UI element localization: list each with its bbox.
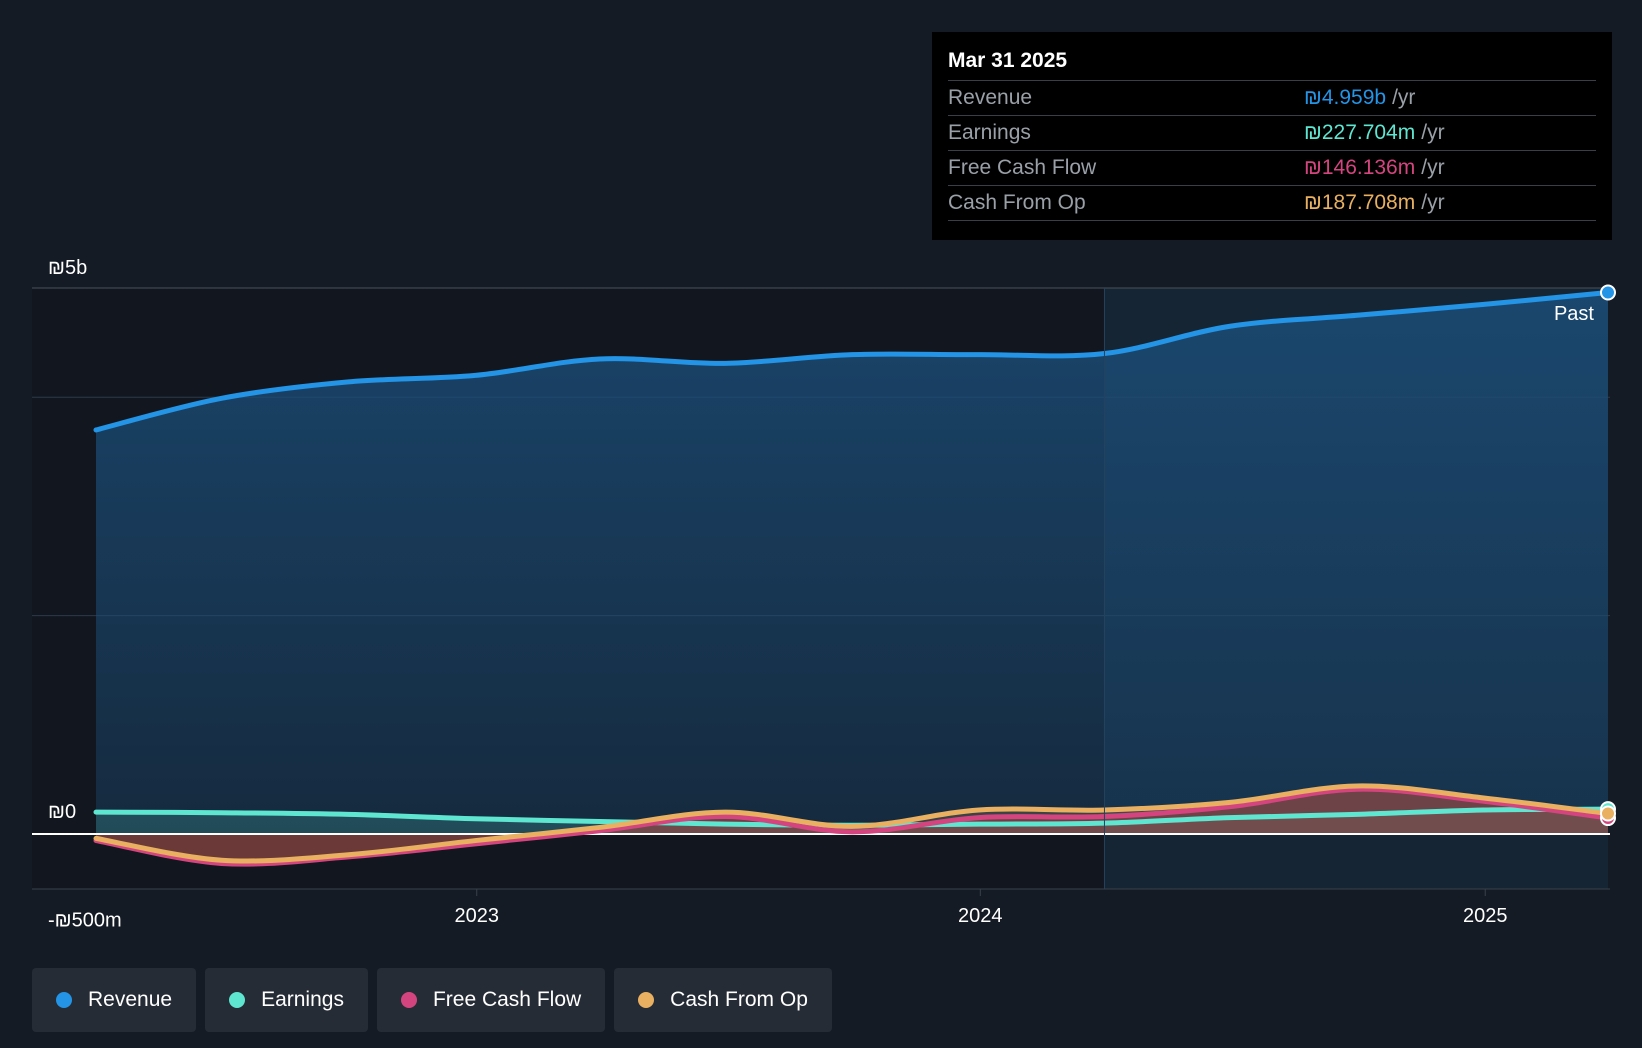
series-end-markers xyxy=(1600,284,1616,827)
tooltip-unit: /yr xyxy=(1421,121,1445,144)
legend-item-cash-from-op[interactable]: Cash From Op xyxy=(614,968,832,1032)
x-axis-labels: 2023 2024 2025 xyxy=(455,889,1508,927)
legend-label: Cash From Op xyxy=(670,988,808,1011)
tooltip-value-cash-from-op: ₪187.708m xyxy=(1304,191,1416,214)
y-tick-label: -₪500m xyxy=(48,910,122,932)
x-tick-label: 2023 xyxy=(455,905,500,927)
tooltip-unit: /yr xyxy=(1421,156,1445,179)
y-tick-label: ₪0 xyxy=(48,801,76,823)
past-label: Past xyxy=(1554,303,1594,325)
tooltip-row-free-cash-flow: Free Cash Flow ₪146.136m /yr xyxy=(948,151,1596,186)
tooltip-row-revenue: Revenue ₪4.959b /yr xyxy=(948,81,1596,116)
earnings-dot-icon xyxy=(229,992,246,1008)
tooltip-label: Free Cash Flow xyxy=(948,156,1097,179)
cash-from-op-end-marker xyxy=(1600,805,1616,822)
tooltip-unit: /yr xyxy=(1421,191,1445,214)
cash-from-op-dot-icon xyxy=(638,992,655,1008)
revenue-end-marker xyxy=(1600,284,1616,301)
tooltip-unit: /yr xyxy=(1392,86,1416,109)
y-axis-labels: ₪5b ₪0 -₪500m xyxy=(48,257,122,932)
legend-label: Earnings xyxy=(261,988,344,1011)
legend: Revenue Earnings Free Cash Flow Cash Fro… xyxy=(32,968,832,1032)
legend-item-earnings[interactable]: Earnings xyxy=(205,968,368,1032)
tooltip-label: Cash From Op xyxy=(948,191,1086,214)
cash-from-op-line xyxy=(93,783,1611,864)
revenue-area xyxy=(96,292,1608,835)
legend-label: Revenue xyxy=(88,988,173,1011)
legend-item-free-cash-flow[interactable]: Free Cash Flow xyxy=(376,968,606,1032)
revenue-line xyxy=(93,289,1611,433)
tooltip-label: Earnings xyxy=(948,121,1031,144)
tooltip-value-free-cash-flow: ₪146.136m xyxy=(1304,156,1416,179)
tooltip-value-earnings: ₪227.704m xyxy=(1304,121,1416,144)
tooltip-date: Mar 31 2025 xyxy=(948,46,1596,81)
x-tick-label: 2024 xyxy=(958,905,1003,927)
tooltip-row-cash-from-op: Cash From Op ₪187.708m /yr xyxy=(948,186,1596,221)
legend-label: Free Cash Flow xyxy=(432,988,582,1011)
legend-item-revenue[interactable]: Revenue xyxy=(32,968,197,1032)
tooltip-row-earnings: Earnings ₪227.704m /yr xyxy=(948,116,1596,151)
free-cash-flow-dot-icon xyxy=(400,992,417,1008)
revenue-dot-icon xyxy=(56,992,72,1008)
tooltip-value-revenue: ₪4.959b xyxy=(1304,86,1387,109)
tooltip: Mar 31 2025 Revenue ₪4.959b /yr Earnings… xyxy=(932,32,1612,240)
x-tick-label: 2025 xyxy=(1463,905,1508,927)
tooltip-label: Revenue xyxy=(948,86,1033,109)
y-tick-label: ₪5b xyxy=(48,257,87,279)
series-lines xyxy=(93,289,1611,867)
